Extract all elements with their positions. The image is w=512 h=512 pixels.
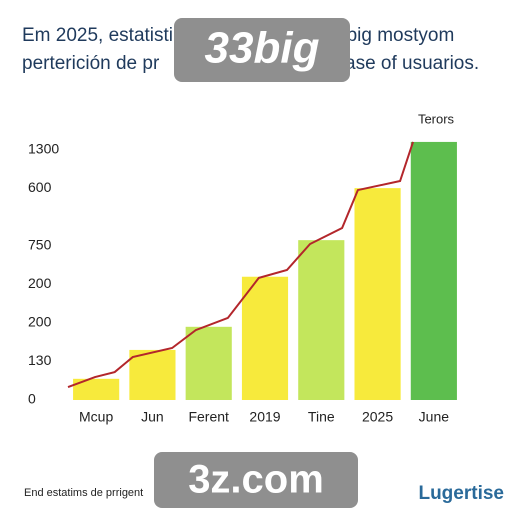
annotation: Terors [418, 111, 455, 126]
bar [298, 240, 345, 400]
y-tick-label: 750 [28, 237, 52, 253]
bar [410, 141, 457, 401]
x-tick-label: Jun [141, 409, 164, 425]
bar [185, 326, 232, 400]
title-part: Em 2025, estatisti [22, 25, 173, 46]
footer-right: Lugertise [418, 483, 504, 504]
footer-left: End estatims de prrigent [24, 487, 143, 499]
line [67, 141, 414, 389]
y-tick-label: 0 [28, 391, 36, 407]
bar [129, 349, 176, 400]
x-tick-label: Tine [308, 409, 335, 425]
y-tick-label: 130 [28, 352, 52, 368]
watermark-box [174, 18, 350, 82]
watermark: 3z.com [188, 458, 324, 502]
x-tick-label: 2019 [249, 409, 280, 425]
x-tick-label: June [419, 409, 450, 425]
plot: 0 130 200 200 750 600 1300 Mcup Jun Ferent 2019 Tin… [28, 140, 457, 425]
y-tick-label: 1300 [28, 140, 59, 156]
y-tick-label: 600 [28, 179, 52, 195]
title-part: 3big mostyom [336, 25, 454, 46]
watermark: 33big [205, 24, 320, 73]
title-part: ase of usuarios. [345, 53, 479, 74]
y-tick-label: 200 [28, 275, 52, 291]
bar [354, 188, 401, 400]
bar [73, 378, 120, 400]
y-tick-label: 200 [28, 314, 52, 330]
x-tick-label: Mcup [79, 409, 113, 425]
title-part: perterición de pr [22, 53, 160, 74]
bar [241, 276, 289, 400]
watermark-box [154, 452, 358, 508]
x-tick-label: 2025 [362, 409, 393, 425]
x-tick-label: Ferent [188, 409, 229, 425]
